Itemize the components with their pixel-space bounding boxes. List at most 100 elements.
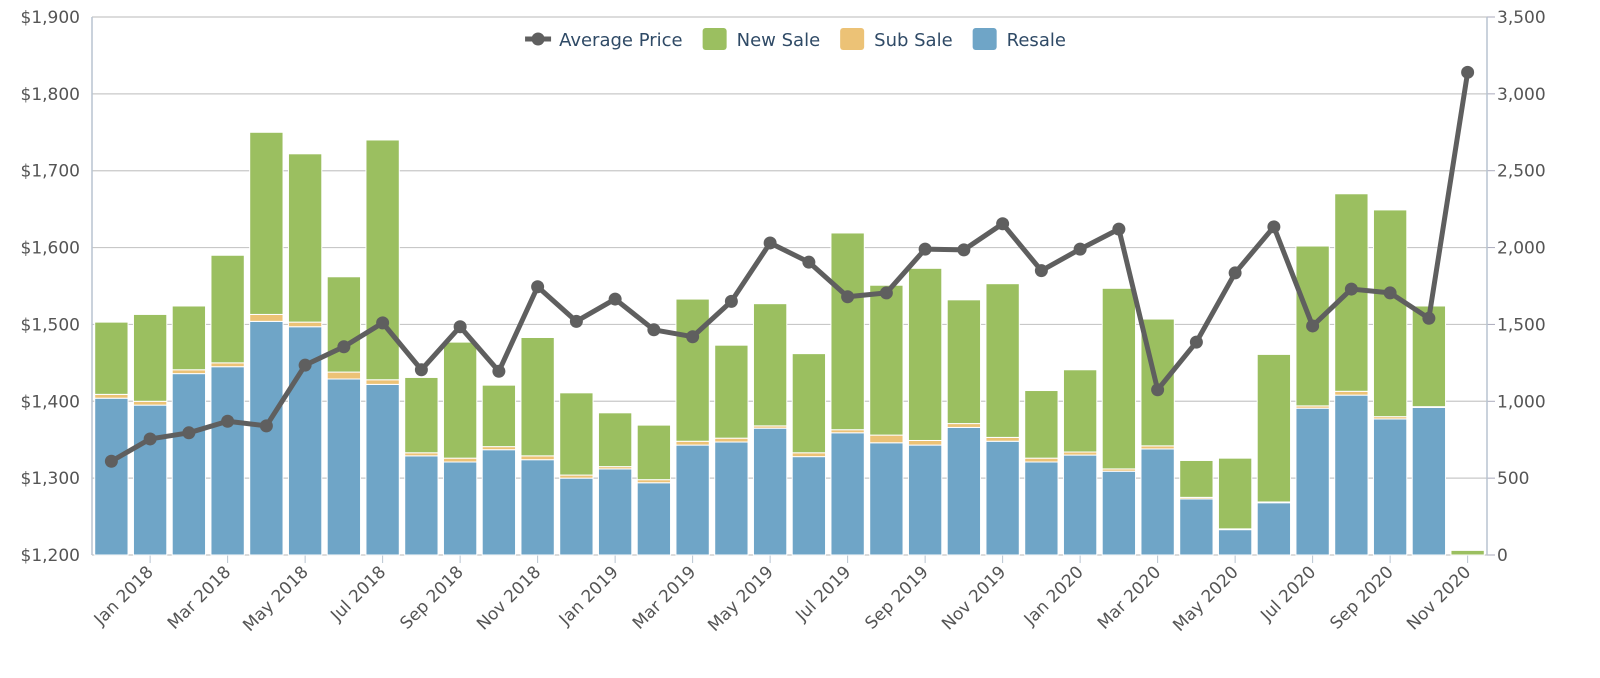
bar-segment: [365, 379, 400, 385]
x-tick-label: Nov 2018: [473, 562, 545, 634]
y-tick-label: $1,900: [21, 8, 80, 28]
bar-segment: [1217, 457, 1253, 530]
bar-segment: [985, 440, 1020, 556]
x-tick-label: Mar 2019: [629, 562, 700, 633]
bar-segment: [830, 432, 865, 556]
legend-label: Sub Sale: [874, 30, 953, 51]
y-tick-label: $1,600: [21, 239, 80, 259]
bar-segment: [132, 313, 168, 402]
line-point: [763, 236, 777, 250]
x-tick-label: May 2018: [239, 562, 312, 635]
bar-segment: [94, 397, 129, 556]
bar-segment: [326, 371, 362, 380]
bar-segment: [210, 362, 245, 368]
line-point: [1267, 220, 1281, 234]
legend-swatch: [840, 28, 865, 50]
bar-segment: [597, 412, 633, 468]
y2-tick-label: 500: [1497, 469, 1529, 489]
bar-segment: [1334, 394, 1369, 556]
bar-segment: [675, 444, 710, 556]
line-point: [1344, 282, 1358, 296]
bar-segment: [946, 426, 982, 556]
bar-segment: [442, 461, 478, 556]
y2-tick-label: 1,500: [1497, 315, 1546, 335]
line-point: [647, 323, 661, 337]
bar-segment: [94, 393, 129, 399]
legend-marker: [531, 32, 545, 46]
legend-item[interactable]: Resale: [972, 28, 1066, 51]
line-point: [259, 419, 273, 433]
x-tick-label: Jan 2018: [90, 562, 158, 630]
bar-segment: [752, 427, 788, 556]
bar-segment: [1101, 470, 1137, 556]
y-tick-label: $1,800: [21, 85, 80, 105]
line-point: [1073, 242, 1087, 256]
bar-segment: [752, 303, 788, 427]
y2-tick-label: 3,500: [1497, 8, 1546, 28]
bar-segment: [1372, 209, 1408, 418]
x-tick-label: Jan 2019: [555, 562, 623, 630]
bar-segment: [791, 452, 827, 458]
bar-segment: [985, 436, 1020, 442]
x-tick-label: Nov 2020: [1403, 562, 1475, 634]
legend-label: Average Price: [559, 30, 683, 51]
bar-segment: [907, 439, 943, 446]
bar-segment: [481, 449, 517, 556]
legend-item[interactable]: Average Price: [525, 30, 683, 51]
bar-segment: [714, 441, 749, 556]
legend-label: New Sale: [737, 30, 821, 51]
line-point: [1034, 264, 1048, 278]
line-point: [143, 432, 157, 446]
legend-label: Resale: [1007, 30, 1066, 51]
line-point: [841, 290, 855, 304]
bar-segment: [714, 437, 749, 443]
bar-segment: [520, 455, 555, 461]
bar-segment: [287, 153, 323, 323]
bar-segment: [171, 369, 207, 375]
x-tick-label: Jan 2020: [1020, 562, 1088, 630]
bar-segment: [1256, 353, 1292, 503]
bar-segment: [520, 459, 555, 556]
bar-segment: [1024, 390, 1059, 459]
line-point: [376, 316, 390, 330]
bar-segment: [869, 284, 904, 436]
bar-segment: [171, 305, 207, 371]
line-point: [531, 280, 545, 294]
line-point: [221, 414, 235, 428]
y-tick-label: $1,700: [21, 162, 80, 182]
line-point: [569, 314, 583, 328]
legend: Average Price New Sale Sub Sale Resale: [525, 28, 1066, 51]
x-tick-label: Jul 2019: [791, 562, 855, 626]
bar-segment: [1372, 418, 1408, 556]
bar-segment: [365, 383, 400, 556]
bar-segment: [210, 254, 245, 364]
line-point: [1383, 286, 1397, 300]
line-point: [453, 320, 467, 334]
y-tick-label: $1,300: [21, 469, 80, 489]
bar-segment: [520, 336, 555, 457]
bar-segment: [869, 442, 904, 556]
bar-segment: [1334, 390, 1369, 396]
y-tick-label: $1,400: [21, 392, 80, 412]
x-tick-label: Nov 2019: [938, 562, 1010, 634]
bar-segment: [636, 424, 672, 481]
bar-segment: [132, 404, 168, 556]
line-point: [1422, 311, 1436, 325]
x-tick-label: Mar 2020: [1094, 562, 1165, 633]
bar-segment: [1024, 461, 1059, 556]
y-tick-label: $1,500: [21, 315, 80, 335]
legend-item[interactable]: New Sale: [702, 28, 821, 51]
bar-segment: [559, 477, 594, 556]
x-tick-label: Sep 2019: [861, 562, 932, 633]
bar-segment: [1450, 549, 1485, 556]
bar-segment: [404, 376, 439, 454]
bar-segment: [249, 320, 284, 556]
legend-swatch: [972, 28, 997, 50]
bar-segment: [869, 434, 904, 444]
legend-item[interactable]: Sub Sale: [840, 28, 953, 51]
y2-tick-label: 3,000: [1497, 85, 1546, 105]
line-point: [1306, 319, 1320, 333]
bar-segment: [249, 131, 284, 315]
bar-segment: [404, 455, 439, 556]
